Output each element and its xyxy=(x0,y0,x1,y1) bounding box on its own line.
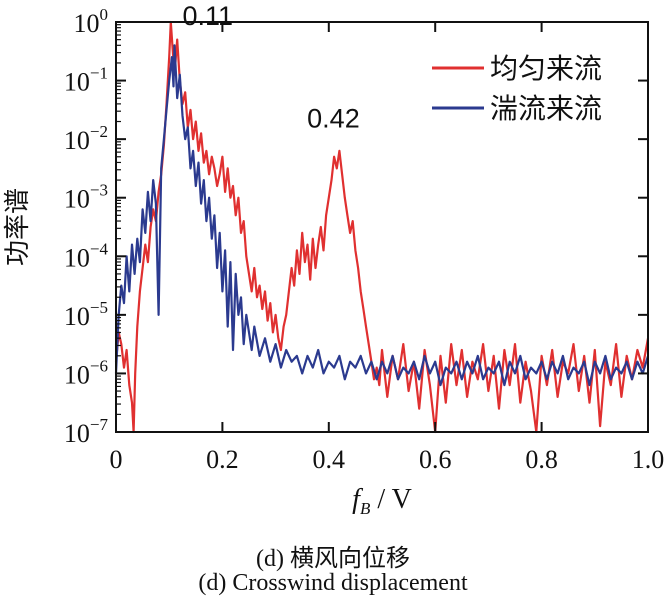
y-axis-label: 功率谱 xyxy=(3,188,33,266)
caption-english: (d) Crosswind displacement xyxy=(198,570,468,596)
annotations: 0.11 0.42 xyxy=(183,1,360,134)
plot-frame xyxy=(115,21,649,433)
x-tick-label: 0.4 xyxy=(313,445,346,474)
power-spectrum-chart: 0 0.2 0.4 0.6 0.8 1.0 100 10−1 10−2 10−3 10−4 10−5 1… xyxy=(3,1,664,518)
y-tick-label: 10−5 xyxy=(64,298,108,331)
y-tick-label: 10−2 xyxy=(64,122,108,155)
series-line-1 xyxy=(114,44,650,387)
axis-ticks: 0 0.2 0.4 0.6 0.8 1.0 100 10−1 10−2 10−3 10−4 10−5 1… xyxy=(64,5,664,474)
x-tick-label: 0 xyxy=(110,445,123,474)
y-tick-label: 10−1 xyxy=(64,64,108,97)
x-tick-label: 0.6 xyxy=(419,445,452,474)
series-line-0 xyxy=(114,20,650,434)
peak-annotation: 0.42 xyxy=(307,103,360,133)
series-layer xyxy=(114,20,650,434)
y-tick-label: 10−4 xyxy=(64,239,109,272)
y-tick-label: 100 xyxy=(74,5,109,38)
legend-label: 湍流来流 xyxy=(490,92,602,125)
x-tick-label: 1.0 xyxy=(632,445,665,474)
caption-chinese: (d) 横风向位移 xyxy=(256,546,410,572)
x-tick-label: 0.8 xyxy=(525,445,558,474)
peak-annotation: 0.11 xyxy=(183,1,234,31)
y-tick-label: 10−6 xyxy=(64,356,108,389)
x-axis-label: fB / V xyxy=(352,484,412,518)
y-tick-label: 10−7 xyxy=(64,415,109,448)
x-tick-label: 0.2 xyxy=(206,445,239,474)
axis-labels: 功率谱 fB / V xyxy=(3,188,412,518)
legend-label: 均匀来流 xyxy=(490,52,602,85)
y-tick-label: 10−3 xyxy=(64,181,108,214)
